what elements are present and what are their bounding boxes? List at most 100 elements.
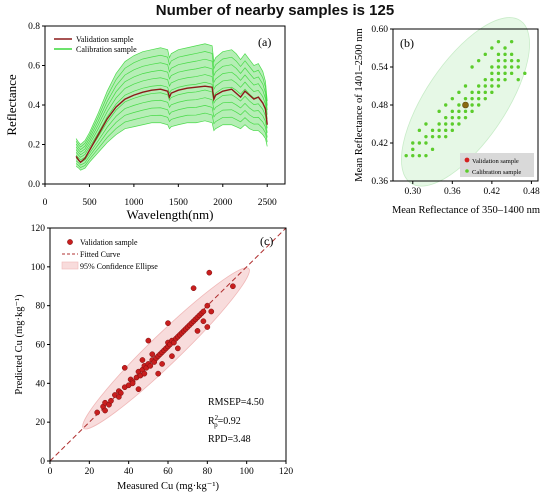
legend-marker-validation <box>67 239 73 245</box>
calibration-point <box>496 71 501 76</box>
x-axis-label: Mean Reflectance of 350–1400 nm <box>392 205 540 216</box>
calibration-point <box>490 71 494 76</box>
calibration-spectrum-line <box>75 89 268 161</box>
calibration-point <box>483 96 487 101</box>
calibration-point <box>509 71 514 76</box>
calibration-point <box>417 153 422 158</box>
validation-point <box>169 353 175 359</box>
legend-calibration-label: Calibration sample <box>76 45 137 54</box>
panel-label: (a) <box>258 35 271 49</box>
calibration-point <box>411 153 415 158</box>
calibration-point <box>476 96 481 101</box>
calibration-point <box>444 128 448 133</box>
stat-rmsep: RMSEP=4.50 <box>208 397 264 408</box>
calibration-spectrum-line <box>75 43 268 145</box>
calibration-point <box>470 103 474 107</box>
calibration-point <box>444 103 448 107</box>
calibration-spectrum-line <box>75 74 268 156</box>
x-tick-label: 120 <box>279 467 294 477</box>
validation-point <box>206 269 213 276</box>
x-tick-label: 1000 <box>124 198 143 208</box>
validation-point <box>174 345 181 352</box>
validation-point <box>208 308 215 315</box>
x-tick-label: 2000 <box>213 198 232 208</box>
calibration-point <box>496 84 501 88</box>
y-tick-label: 0.60 <box>371 25 388 35</box>
x-tick-label: 100 <box>240 467 255 477</box>
calibration-point <box>463 84 468 88</box>
calibration-point <box>424 134 428 139</box>
calibration-point <box>450 109 455 114</box>
calibration-spectrum-line <box>75 97 268 163</box>
validation-point <box>135 386 142 393</box>
legend-box <box>460 153 534 177</box>
calibration-point <box>450 122 455 126</box>
y-tick-label: 0.4 <box>28 101 40 111</box>
legend-validation-label: Validation sample <box>80 238 138 247</box>
legend-swatch-ellipse <box>61 261 79 270</box>
calibration-point <box>483 52 487 57</box>
calibration-point <box>516 65 520 69</box>
validation-point <box>204 302 211 309</box>
calibration-point <box>516 58 520 63</box>
calibration-point <box>483 84 487 88</box>
x-tick-label: 0.30 <box>404 187 421 197</box>
calibration-point <box>490 46 494 50</box>
panel-b-scatter-chart: 0.30 0.36 0.42 0.48 0.36 0.42 0.48 0.54 0.60 Mean… <box>354 17 540 216</box>
calibration-point <box>516 77 520 82</box>
x-tick-label: 0 <box>48 467 53 477</box>
validation-point <box>145 337 152 344</box>
calibration-point <box>437 122 441 126</box>
calibration-point <box>424 153 428 158</box>
calibration-spectrum-line <box>75 66 268 153</box>
y-tick-label: 0.54 <box>371 63 388 73</box>
legend-validation-label: Validation sample <box>472 158 519 165</box>
calibration-spectrum-line <box>75 112 268 169</box>
legend-marker-validation <box>464 157 470 163</box>
calibration-point <box>411 147 415 152</box>
x-tick-label: 0.48 <box>523 187 540 197</box>
x-tick-label: 1500 <box>169 198 188 208</box>
calibration-spectrum-line <box>75 58 268 151</box>
calibration-point <box>457 115 461 120</box>
validation-point <box>141 370 148 377</box>
calibration-point <box>476 90 481 95</box>
fitted-curve <box>49 227 287 462</box>
y-axis-label: Reflectance <box>4 74 19 136</box>
stat-rpd: RPD=3.48 <box>208 434 251 445</box>
x-tick-label: 0.36 <box>444 187 461 197</box>
calibration-point <box>509 58 514 63</box>
calibration-point <box>470 90 474 95</box>
calibration-point <box>470 96 474 101</box>
calibration-point <box>523 71 527 76</box>
calibration-point <box>444 122 448 126</box>
stat-r2-value: =0.92 <box>218 416 241 427</box>
calibration-point <box>457 90 461 95</box>
validation-point <box>462 101 469 109</box>
panel-a-spectra-chart: 0 500 1000 1500 2000 2500 0.0 0.2 0.4 0.6 0.8 Wavel… <box>4 22 286 222</box>
y-tick-label: 0.8 <box>28 22 40 32</box>
calibration-point <box>483 77 487 82</box>
calibration-point <box>450 96 455 101</box>
legend-marker-calibration <box>465 169 469 173</box>
validation-point <box>204 324 211 330</box>
y-tick-label: 0 <box>40 457 45 467</box>
validation-point <box>155 370 162 377</box>
validation-point <box>147 363 154 369</box>
calibration-spectrum-line <box>75 51 268 148</box>
panel-c-prediction-chart: 0 20 40 60 80 100 120 0 20 40 60 80 100 120 Measured C… <box>14 224 293 492</box>
x-tick-label: 0.42 <box>484 187 501 197</box>
calibration-point <box>437 109 441 114</box>
calibration-point <box>470 65 474 69</box>
calibration-point <box>450 115 455 120</box>
calibration-point <box>503 58 507 63</box>
x-axis-label: Wavelength(nm) <box>126 207 213 222</box>
calibration-point <box>476 103 481 107</box>
x-tick-label: 20 <box>85 467 95 477</box>
calibration-point <box>450 128 455 133</box>
validation-point <box>102 407 108 414</box>
calibration-point <box>457 109 461 114</box>
calibration-point <box>430 134 435 139</box>
calibration-point <box>490 77 494 82</box>
